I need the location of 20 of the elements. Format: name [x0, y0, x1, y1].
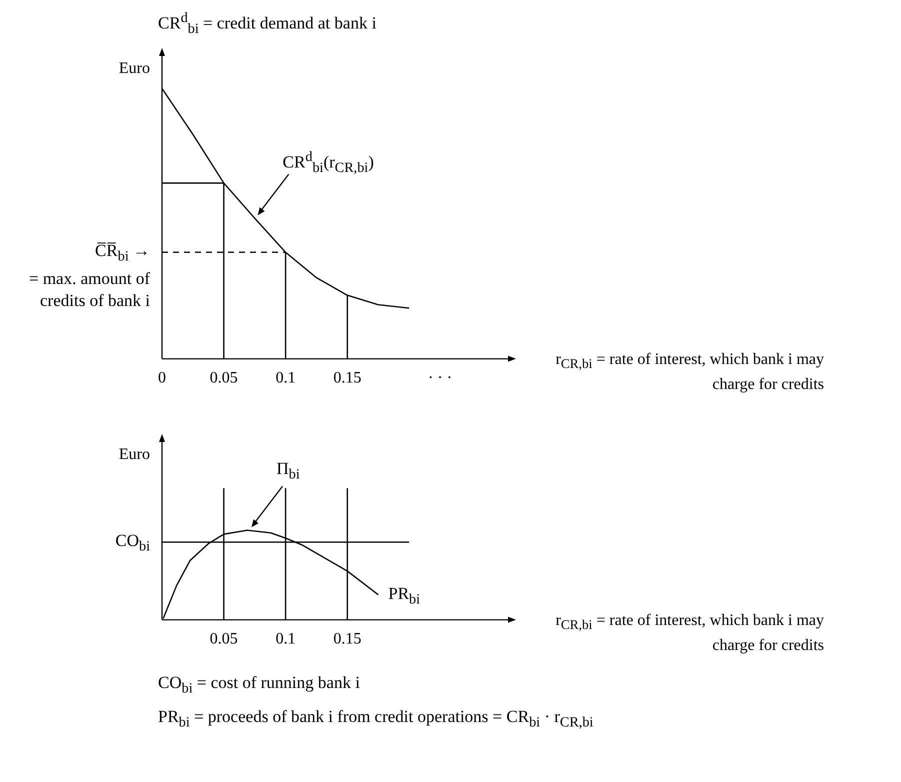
x-tick-label: 0.1	[276, 630, 296, 648]
x-tick-label: 0.15	[333, 370, 362, 387]
x-tick-label: · · ·	[428, 370, 452, 387]
x-tick-label: 0.05	[210, 630, 238, 648]
text: CO$_{bi}$ = cost of running bank i	[158, 673, 360, 698]
x-axis-title: r$_{CR,bi}$ = rate of interest, which bank i may charge for credits	[554, 610, 824, 656]
chart-title: CR$^{d}$$_{bi}$ = credit demand at bank i	[158, 10, 376, 38]
x-tick-label: 0.15	[333, 630, 362, 648]
text: PR$_{bi}$ = proceeds of bank i from credit operations = CR$_{bi}$ · r$_{CR,bi}$	[158, 707, 594, 732]
x-tick-label: 0.1	[276, 370, 296, 387]
annotation: C̅R̅$_{bi}$ → = max. amount of credits of bank i	[28, 240, 150, 312]
annotation: PR$_{bi}$	[388, 582, 420, 610]
y-axis-title: Euro	[118, 60, 150, 78]
annotation: CO$_{bi}$	[114, 530, 150, 556]
annotation: CR$^{d}$$_{bi}$(r$_{CR,bi}$)	[282, 148, 374, 178]
y-axis-title: Euro	[118, 446, 150, 464]
x-axis-title: r$_{CR,bi}$ = rate of interest, which bank i may charge for credits	[554, 350, 824, 395]
x-tick-label: 0.05	[210, 370, 238, 387]
x-tick-label: 0	[158, 370, 166, 387]
annotation: Π$_{bi}$	[276, 458, 300, 485]
